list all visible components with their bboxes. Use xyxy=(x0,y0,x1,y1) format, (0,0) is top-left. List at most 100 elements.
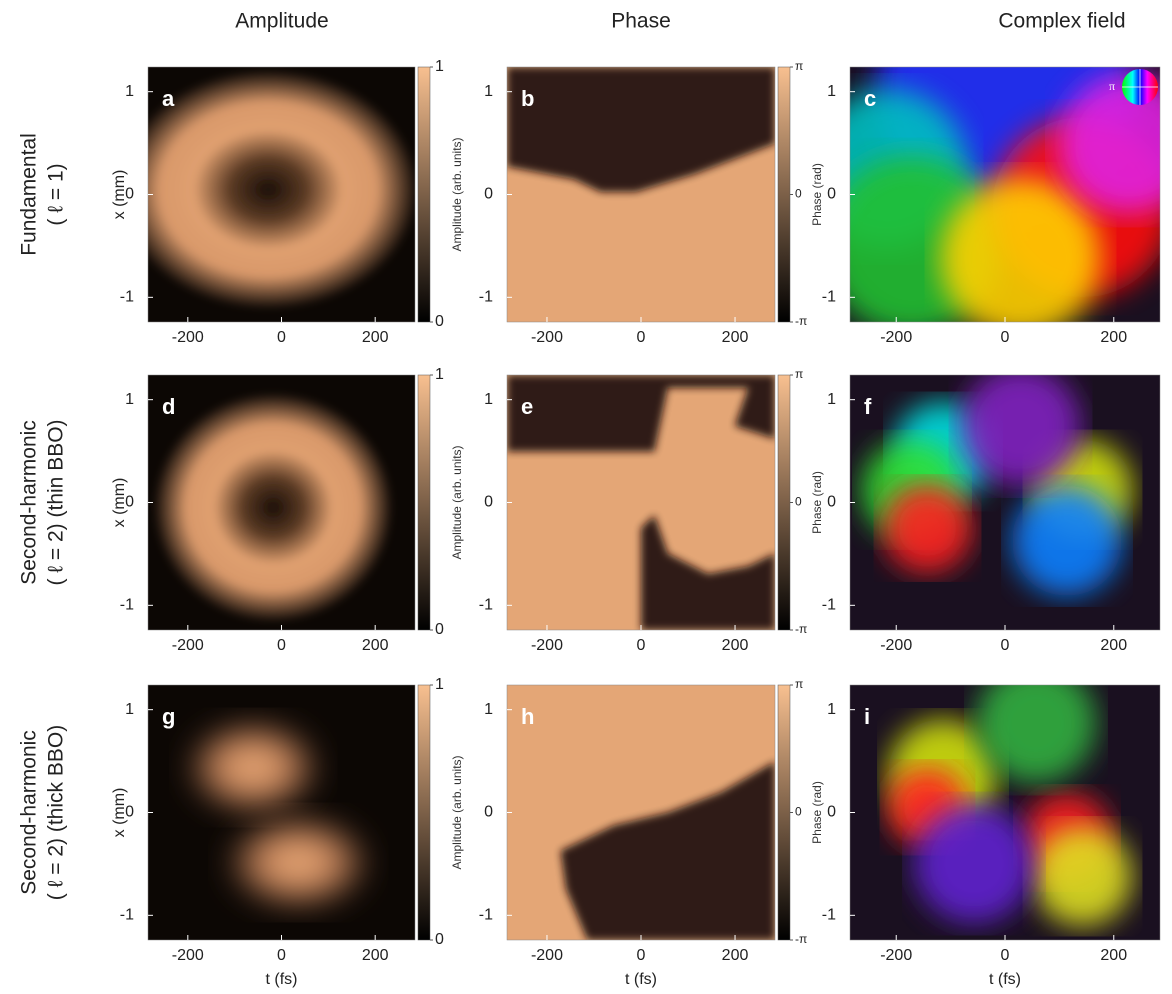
x-tick-label: 200 xyxy=(722,329,749,346)
x-tick-label: 200 xyxy=(1100,637,1127,654)
panel-image xyxy=(507,67,775,322)
y-tick-label: -1 xyxy=(479,597,493,614)
panel-letter: i xyxy=(864,704,870,729)
panel-letter: c xyxy=(864,86,876,111)
colorbar xyxy=(778,67,790,322)
panel-letter: b xyxy=(521,86,534,111)
panel-letter: f xyxy=(864,394,872,419)
y-tick-label: 1 xyxy=(484,701,493,718)
y-tick-label: 1 xyxy=(484,83,493,100)
y-axis-label: x (mm) xyxy=(111,478,128,528)
colorbar-tick-label: 1 xyxy=(435,366,444,383)
column-header: Phase xyxy=(611,10,671,33)
colorbar-tick-label: 1 xyxy=(435,676,444,693)
colorbar-tick-label: 1 xyxy=(435,58,444,75)
y-tick-label: 1 xyxy=(827,391,836,408)
column-header: Amplitude xyxy=(235,10,328,33)
colorbar xyxy=(778,375,790,630)
x-tick-label: -200 xyxy=(531,637,563,654)
y-tick-label: 1 xyxy=(484,391,493,408)
intensity xyxy=(223,813,373,913)
x-tick-label: 200 xyxy=(722,637,749,654)
wheel-label: π xyxy=(1109,79,1115,93)
panel-letter: a xyxy=(162,86,175,111)
panel-image xyxy=(850,366,1160,630)
x-tick-label: 0 xyxy=(1001,329,1010,346)
x-tick-label: -200 xyxy=(531,329,563,346)
y-tick-label: -1 xyxy=(120,597,134,614)
panel-image xyxy=(507,685,775,940)
x-tick-label: 200 xyxy=(362,637,389,654)
colorbar-label: Amplitude (arb. units) xyxy=(450,445,464,559)
color-blob xyxy=(961,366,1081,486)
x-tick-label: -200 xyxy=(880,637,912,654)
x-axis-label: t (fs) xyxy=(266,971,298,988)
y-tick-label: -1 xyxy=(120,907,134,924)
column-header: Complex field xyxy=(998,10,1125,33)
x-tick-label: 200 xyxy=(1100,329,1127,346)
intensity xyxy=(153,393,393,623)
row-label: ( ℓ = 2) (thin BBO) xyxy=(45,419,68,585)
row-label: ( ℓ = 1) xyxy=(45,163,68,225)
row-label: ( ℓ = 2) (thick BBO) xyxy=(45,725,68,900)
x-tick-label: 0 xyxy=(277,329,286,346)
panel-image xyxy=(850,663,1160,940)
panel-image xyxy=(148,685,415,940)
colorbar-tick-label: π xyxy=(795,59,803,73)
x-tick-label: -200 xyxy=(531,947,563,964)
colorbar xyxy=(418,375,430,630)
colorbar-tick-label: -π xyxy=(795,314,807,328)
x-tick-label: -200 xyxy=(172,329,204,346)
panel-letter: e xyxy=(521,394,533,419)
panel-image xyxy=(807,0,1172,338)
colorbar-tick-label: 0 xyxy=(435,621,444,638)
colorbar-tick-label: -π xyxy=(795,622,807,636)
row-label: Fundamental xyxy=(18,133,41,256)
y-tick-label: -1 xyxy=(479,289,493,306)
panel-image xyxy=(507,375,775,630)
panel-letter: g xyxy=(162,704,175,729)
y-tick-label: -1 xyxy=(822,907,836,924)
color-blob xyxy=(1012,486,1122,596)
panel-image xyxy=(148,375,415,630)
y-tick-label: 0 xyxy=(827,186,836,203)
y-tick-label: -1 xyxy=(120,289,134,306)
colorbar-label: Phase (rad) xyxy=(810,471,824,534)
colorbar-tick-label: 0 xyxy=(795,187,802,201)
y-tick-label: 1 xyxy=(125,391,134,408)
x-axis-label: t (fs) xyxy=(625,971,657,988)
x-tick-label: 200 xyxy=(722,947,749,964)
colorbar xyxy=(418,685,430,940)
x-tick-label: -200 xyxy=(880,329,912,346)
colorbar-tick-label: -π xyxy=(795,932,807,946)
x-tick-label: 0 xyxy=(1001,637,1010,654)
y-tick-label: 1 xyxy=(125,83,134,100)
x-tick-label: 0 xyxy=(1001,947,1010,964)
colorbar-tick-label: π xyxy=(795,677,803,691)
y-tick-label: -1 xyxy=(479,907,493,924)
y-tick-label: 1 xyxy=(827,83,836,100)
panel-letter: h xyxy=(521,704,534,729)
color-blob xyxy=(883,483,973,573)
panel-letter: d xyxy=(162,394,175,419)
y-tick-label: -1 xyxy=(822,597,836,614)
y-tick-label: 0 xyxy=(827,804,836,821)
x-tick-label: -200 xyxy=(172,947,204,964)
y-axis-label: x (mm) xyxy=(111,170,128,220)
color-blob xyxy=(1033,826,1133,926)
x-tick-label: 0 xyxy=(637,637,646,654)
colorbar xyxy=(418,67,430,322)
colorbar-label: Phase (rad) xyxy=(810,781,824,844)
x-tick-label: 0 xyxy=(277,947,286,964)
colorbar-label: Amplitude (arb. units) xyxy=(450,137,464,251)
x-tick-label: 200 xyxy=(1100,947,1127,964)
colorbar xyxy=(778,685,790,940)
colorbar-tick-label: π xyxy=(795,367,803,381)
colorbar-label: Amplitude (arb. units) xyxy=(450,755,464,869)
colorbar-tick-label: 0 xyxy=(795,495,802,509)
y-tick-label: 0 xyxy=(827,494,836,511)
y-axis-label: x (mm) xyxy=(111,788,128,838)
colorbar-label: Phase (rad) xyxy=(810,163,824,226)
colorbar-tick-label: 0 xyxy=(795,805,802,819)
x-axis-label: t (fs) xyxy=(989,971,1021,988)
